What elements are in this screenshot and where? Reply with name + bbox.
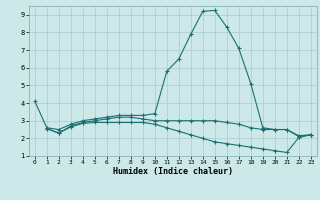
X-axis label: Humidex (Indice chaleur): Humidex (Indice chaleur) (113, 167, 233, 176)
